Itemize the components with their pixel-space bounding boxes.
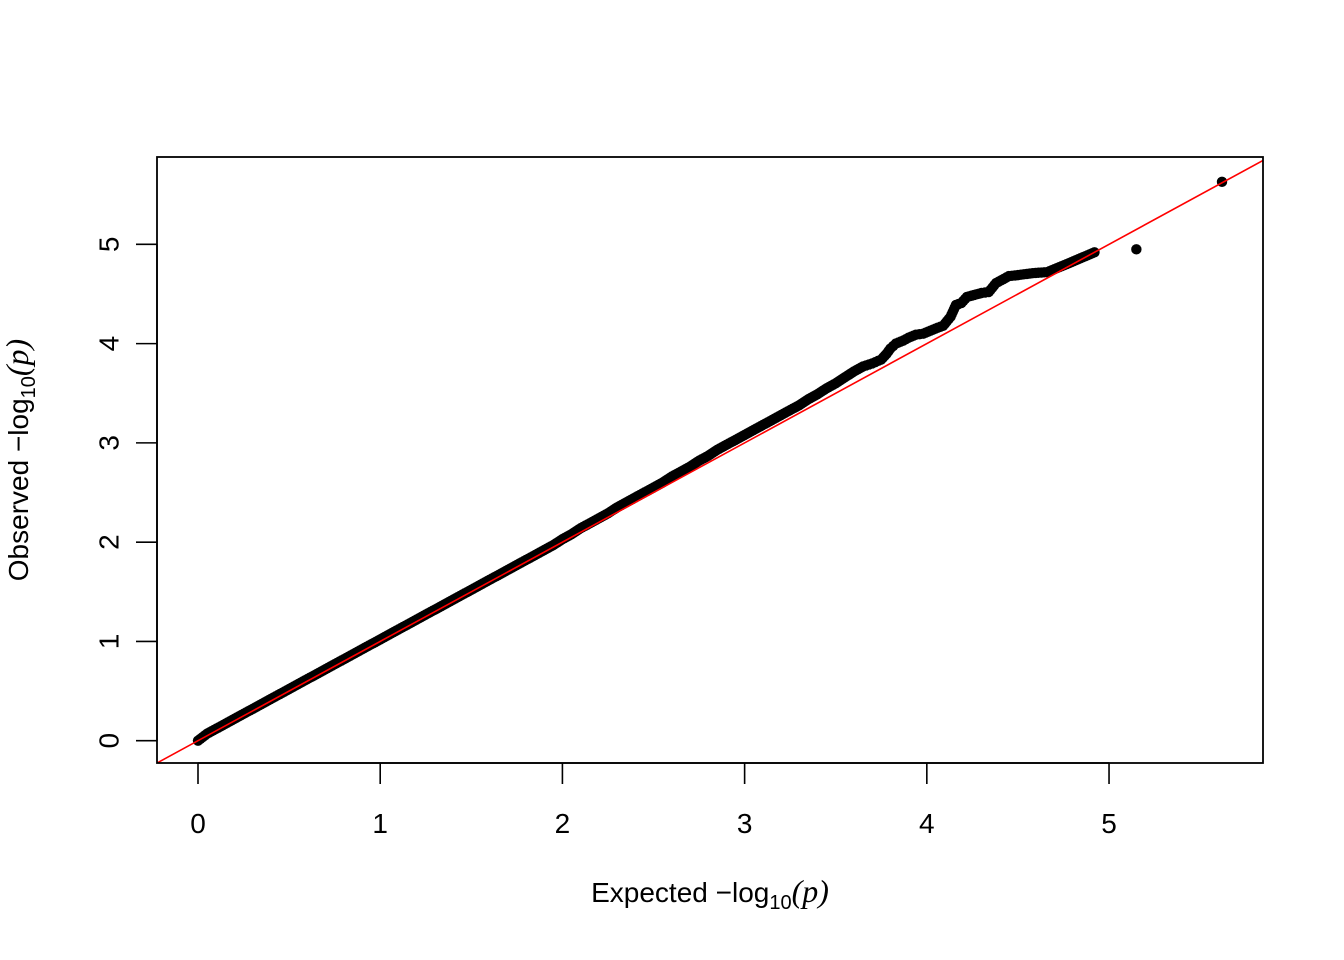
- x-tick-label: 2: [555, 808, 571, 839]
- x-axis-title: Expected −log10(p): [591, 873, 829, 914]
- x-tick-label: 4: [919, 808, 935, 839]
- x-tick-label: 5: [1101, 808, 1117, 839]
- y-axis-title: Observed −log10(p): [0, 339, 40, 581]
- y-axis-title-suffix: (p): [0, 339, 35, 376]
- y-tick-label: 0: [94, 733, 125, 749]
- x-axis-title-subscript: 10: [769, 892, 791, 914]
- y-tick-label: 3: [94, 435, 125, 451]
- y-tick-label: 2: [94, 534, 125, 550]
- x-tick-label: 1: [372, 808, 388, 839]
- data-point: [1131, 244, 1142, 255]
- y-axis: 0 1 2 3 4 5: [94, 237, 158, 749]
- reference-line: [157, 159, 1263, 763]
- x-tick-label: 3: [737, 808, 753, 839]
- y-tick-label: 1: [94, 634, 125, 650]
- y-tick-label: 4: [94, 336, 125, 352]
- x-axis-title-suffix: (p): [792, 873, 829, 909]
- x-axis: 0 1 2 3 4 5: [190, 762, 1117, 839]
- x-tick-label: 0: [190, 808, 206, 839]
- y-tick-label: 5: [94, 237, 125, 253]
- x-axis-title-prefix: Expected −log: [591, 877, 769, 908]
- y-axis-title-subscript: 10: [18, 376, 40, 398]
- y-axis-title-prefix: Observed −log: [3, 398, 34, 581]
